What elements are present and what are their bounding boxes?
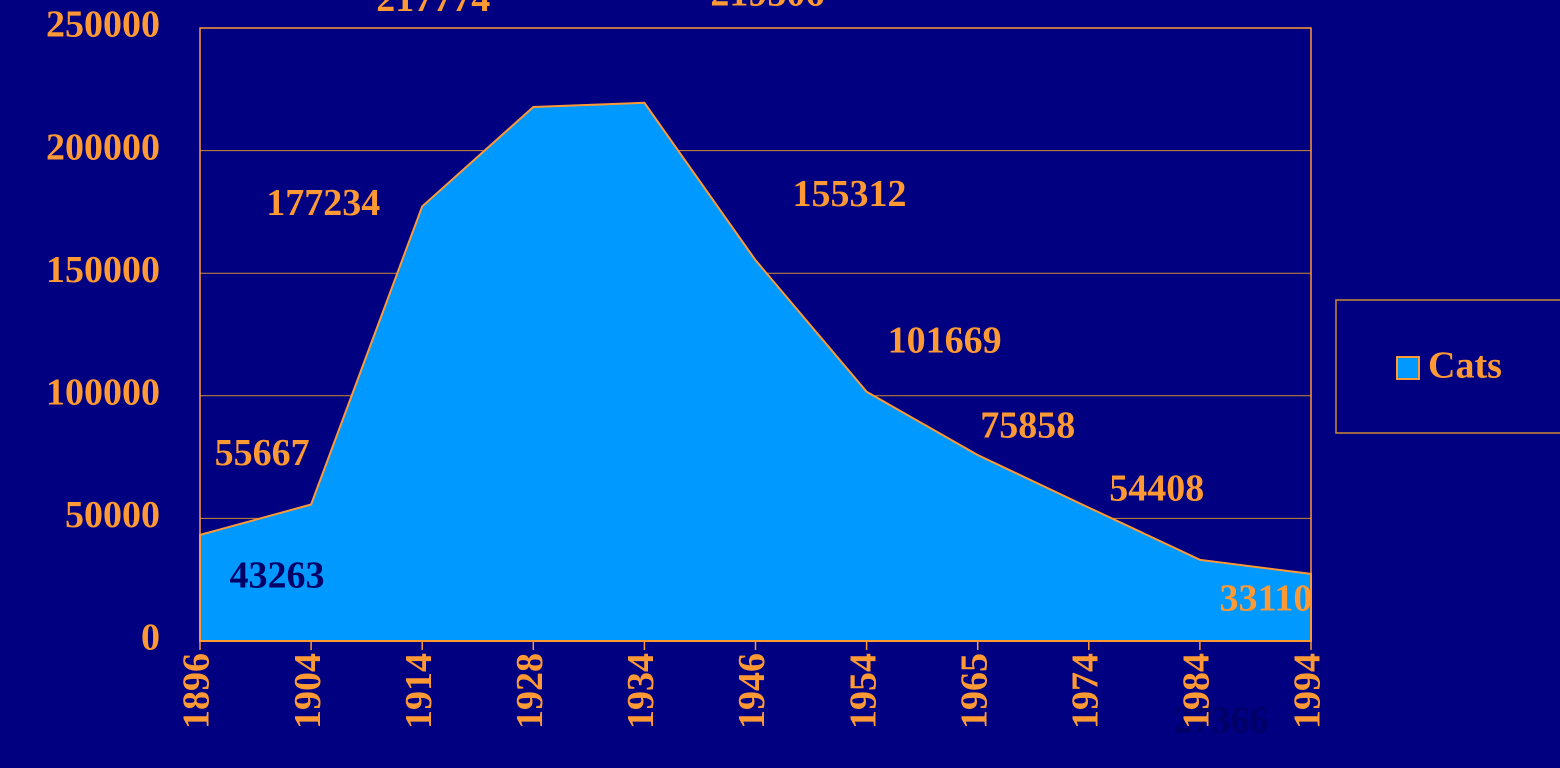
x-tick-label: 1946 — [731, 653, 773, 729]
area — [199, 101, 1312, 642]
x-tick-label: 1896 — [176, 653, 218, 729]
x-tick-label: 1934 — [620, 653, 662, 729]
y-tick-label: 0 — [141, 617, 160, 659]
x-tick-label: 1954 — [842, 653, 884, 729]
data-label: 177234 — [266, 182, 380, 224]
data-label: 43263 — [230, 555, 325, 597]
x-tick-label: 1904 — [287, 653, 329, 729]
y-tick-label: 250000 — [46, 4, 160, 46]
data-label: 27366 — [1174, 700, 1269, 742]
data-label: 219506 — [710, 0, 824, 14]
legend: Cats — [1335, 299, 1560, 434]
legend-label: Cats — [1428, 345, 1502, 387]
y-tick-label: 50000 — [65, 494, 160, 536]
legend-swatch — [1396, 356, 1420, 380]
y-tick-label: 200000 — [46, 126, 160, 168]
data-label: 54408 — [1109, 467, 1204, 509]
x-tick-label: 1914 — [398, 653, 440, 729]
data-label: 101669 — [888, 319, 1002, 361]
data-label: 75858 — [980, 405, 1075, 447]
x-tick-label: 1994 — [1287, 653, 1329, 729]
data-label: 33110 — [1219, 578, 1312, 620]
x-tick-label: 1984 — [1176, 653, 1218, 729]
y-tick-label: 150000 — [46, 249, 160, 291]
legend-box — [1335, 299, 1560, 434]
x-tick-label: 1974 — [1065, 653, 1107, 729]
x-tick-label: 1928 — [509, 653, 551, 729]
data-label: 217774 — [376, 0, 490, 20]
data-label: 55667 — [215, 432, 310, 474]
x-tick-label: 1965 — [953, 653, 995, 729]
data-label: 155312 — [793, 173, 907, 215]
y-tick-label: 100000 — [46, 372, 160, 414]
